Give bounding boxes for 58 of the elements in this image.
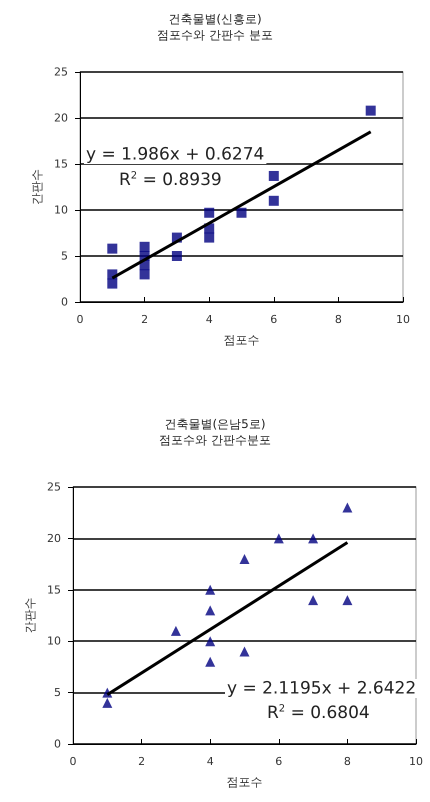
point [205,656,216,667]
x-tick-label: 10 [409,755,423,768]
point [342,595,352,606]
x-tick-label: 8 [334,313,342,326]
chart-title: 건축물별(신흥로) [168,12,262,26]
point [236,208,246,218]
x-tick-label: 6 [270,313,278,326]
y-tick-label: 20 [47,532,61,545]
y-tick-label: 0 [61,296,68,308]
y-tick-label: 20 [54,112,68,124]
point [268,170,279,181]
point [170,626,181,636]
point [140,269,150,280]
chart-title: 건축물별(은남5로) [164,417,266,431]
x-axis-title: 점포수 [224,333,260,347]
y-tick-label: 10 [47,634,61,648]
x-tick-label: 2 [141,313,148,326]
x-tick-label: 2 [138,755,146,768]
point [172,251,182,261]
point [204,232,214,243]
y-tick-label: 10 [54,204,68,216]
y-tick-label: 15 [47,583,61,596]
x-tick-label: 4 [206,755,214,768]
point [240,554,250,564]
x-tick-label: 0 [70,755,76,768]
y-tick-label: 15 [54,158,68,170]
y-tick-label: 5 [61,250,68,262]
annotation: y = 1.986x + 0.6274 [86,144,264,164]
chart-subtitle: 점포수와 간판수분포 [159,433,271,447]
annotation: y = 2.1195x + 2.6422 [227,678,416,698]
point [107,244,118,254]
point [268,196,279,206]
point [274,533,284,544]
point [102,698,112,708]
x-tick-label: 10 [396,313,410,326]
point [107,278,118,289]
x-tick-label: 8 [344,755,351,768]
x-axis-title: 점포수 [226,775,262,789]
x-tick-label: 4 [206,313,213,326]
chart-subtitle: 점포수와 간판수 분포 [157,28,273,42]
point [205,636,216,646]
y-tick-label: 0 [54,738,61,750]
x-tick-label: 0 [76,313,84,326]
point [140,242,150,252]
point [204,208,214,218]
y-tick-label: 5 [54,686,61,700]
y-tick-label: 25 [54,66,68,78]
point [205,605,216,616]
point [366,106,376,116]
point [240,646,250,656]
y-axis-title: 간판수 [30,169,44,205]
point [308,533,318,544]
point [342,502,352,513]
y-tick-label: 25 [47,480,61,494]
x-tick-label: 6 [275,755,282,768]
y-axis-title: 간판수 [23,598,38,634]
point [205,584,216,595]
point [308,595,318,606]
